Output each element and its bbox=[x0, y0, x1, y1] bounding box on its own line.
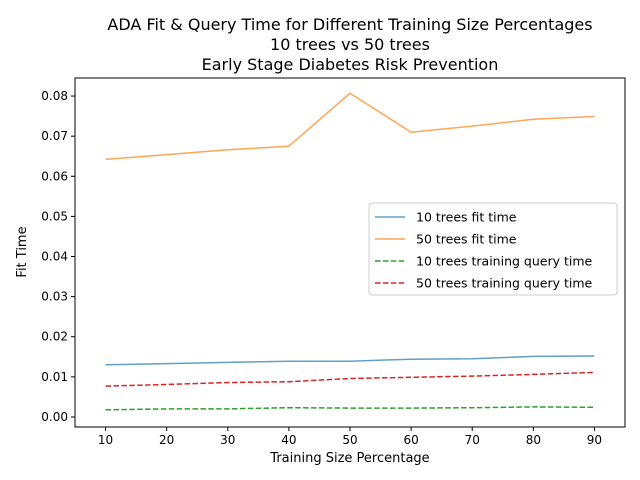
legend-label-1: 10 trees fit time bbox=[416, 210, 517, 225]
y-tick-label: 0.08 bbox=[41, 89, 68, 103]
x-tick-label: 80 bbox=[526, 433, 541, 447]
series-line-3 bbox=[105, 406, 595, 411]
y-tick-label: 0.02 bbox=[41, 330, 68, 344]
legend-label-2: 50 trees fit time bbox=[416, 232, 517, 247]
x-tick-label: 40 bbox=[281, 433, 296, 447]
x-tick-label: 30 bbox=[220, 433, 235, 447]
x-tick-label: 50 bbox=[342, 433, 357, 447]
series-line-1 bbox=[105, 355, 595, 366]
x-tick-label: 20 bbox=[159, 433, 174, 447]
x-axis-label: Training Size Percentage bbox=[269, 451, 429, 466]
y-tick-label: 0.00 bbox=[41, 410, 68, 424]
y-tick-label: 0.07 bbox=[41, 129, 68, 143]
y-tick-label: 0.01 bbox=[41, 370, 68, 384]
chart-title-line-2: 10 trees vs 50 trees bbox=[270, 35, 430, 54]
y-tick-label: 0.03 bbox=[41, 290, 68, 304]
y-axis-label: Fit Time bbox=[15, 226, 30, 277]
series-layer bbox=[105, 92, 595, 411]
chart-title: ADA Fit & Query Time for Different Train… bbox=[107, 15, 592, 74]
y-tick-label: 0.05 bbox=[41, 209, 68, 223]
y-tick-label: 0.06 bbox=[41, 169, 68, 183]
x-tick-label: 10 bbox=[98, 433, 113, 447]
x-tick-label: 60 bbox=[403, 433, 418, 447]
y-tick-label: 0.04 bbox=[41, 250, 68, 264]
legend-label-3: 10 trees training query time bbox=[416, 254, 593, 269]
x-tick-label: 70 bbox=[465, 433, 480, 447]
legend: 10 trees fit time 50 trees fit time 10 tre… bbox=[368, 202, 618, 296]
legend-label-4: 50 trees training query time bbox=[416, 276, 593, 291]
chart-title-line-1: ADA Fit & Query Time for Different Train… bbox=[107, 15, 592, 34]
y-axis: 0.00 0.01 0.02 0.03 0.04 0.05 0.06 0.07 0.08 bbox=[41, 89, 75, 424]
chart-title-line-3: Early Stage Diabetes Risk Prevention bbox=[202, 55, 499, 74]
series-line-2 bbox=[105, 92, 595, 161]
legend-box bbox=[368, 202, 618, 296]
x-tick-label: 90 bbox=[587, 433, 602, 447]
x-axis: 10 20 30 40 50 60 70 80 90 bbox=[98, 427, 602, 447]
series-line-4 bbox=[105, 371, 595, 387]
